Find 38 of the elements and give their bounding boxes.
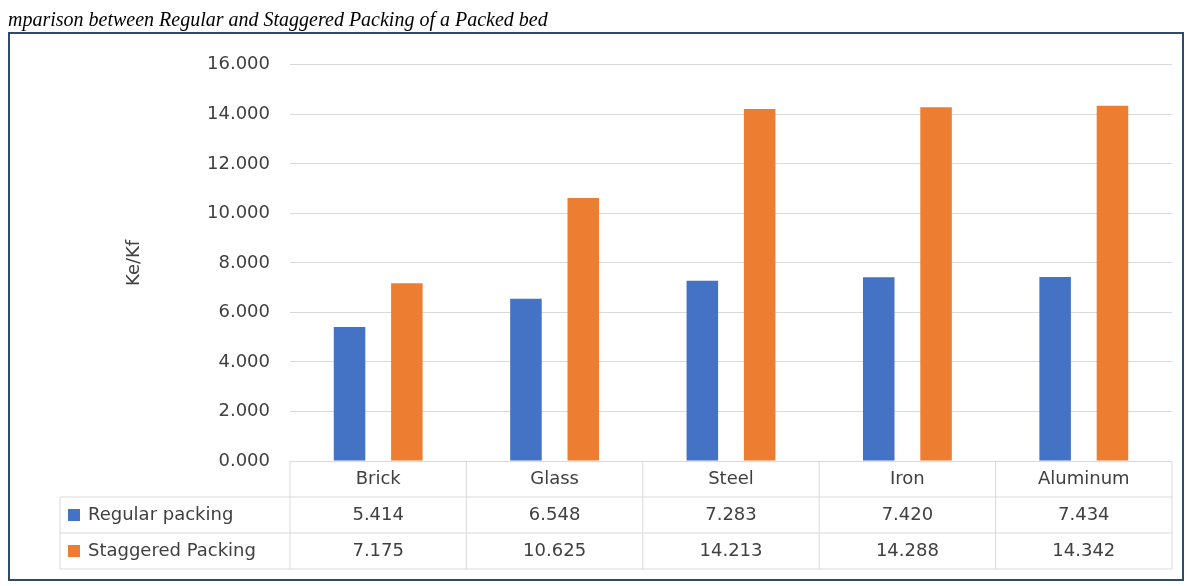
bar xyxy=(743,109,776,461)
bar xyxy=(1096,105,1129,461)
bar xyxy=(862,277,895,461)
bar xyxy=(1039,276,1071,461)
y-tick-label: 8.000 xyxy=(218,250,270,272)
chart-title: mparison between Regular and Staggered Packing of a Packed bed xyxy=(8,8,549,30)
data-label: 7.283 xyxy=(705,502,757,524)
bar xyxy=(333,326,366,461)
data-label: 7.420 xyxy=(881,502,934,524)
x-tick-label: Brick xyxy=(355,466,402,488)
legend-label: Regular packing xyxy=(88,502,234,524)
data-label: 10.625 xyxy=(523,538,587,560)
bar xyxy=(567,197,600,461)
data-label: 7.434 xyxy=(1058,502,1110,524)
y-tick-label: 12.000 xyxy=(207,151,270,173)
y-tick-label: 2.000 xyxy=(218,399,270,421)
y-tick-label: 4.000 xyxy=(218,349,270,371)
data-label: 14.288 xyxy=(875,538,939,560)
data-label: 7.175 xyxy=(352,538,404,560)
y-tick-label: 16.000 xyxy=(207,52,270,74)
bar xyxy=(391,283,423,461)
bar xyxy=(920,107,952,461)
x-tick-label: Glass xyxy=(530,466,579,488)
data-label: 6.548 xyxy=(528,502,581,524)
y-tick-label: 6.000 xyxy=(218,300,270,322)
y-axis-title: Ke/Kf xyxy=(122,239,144,286)
y-tick-label: 14.000 xyxy=(207,102,270,123)
x-tick-label: Aluminum xyxy=(1038,466,1130,488)
y-tick-label: 10.000 xyxy=(207,201,270,223)
bar xyxy=(510,298,542,461)
x-tick-label: Steel xyxy=(708,466,754,488)
data-label: 14.213 xyxy=(699,538,763,560)
data-label: 14.342 xyxy=(1052,538,1116,560)
x-tick-label: Iron xyxy=(890,466,925,488)
data-label: 5.414 xyxy=(352,502,404,524)
bar xyxy=(686,280,719,461)
legend-label: Staggered Packing xyxy=(88,538,256,560)
y-tick-label: 0.000 xyxy=(218,448,270,470)
